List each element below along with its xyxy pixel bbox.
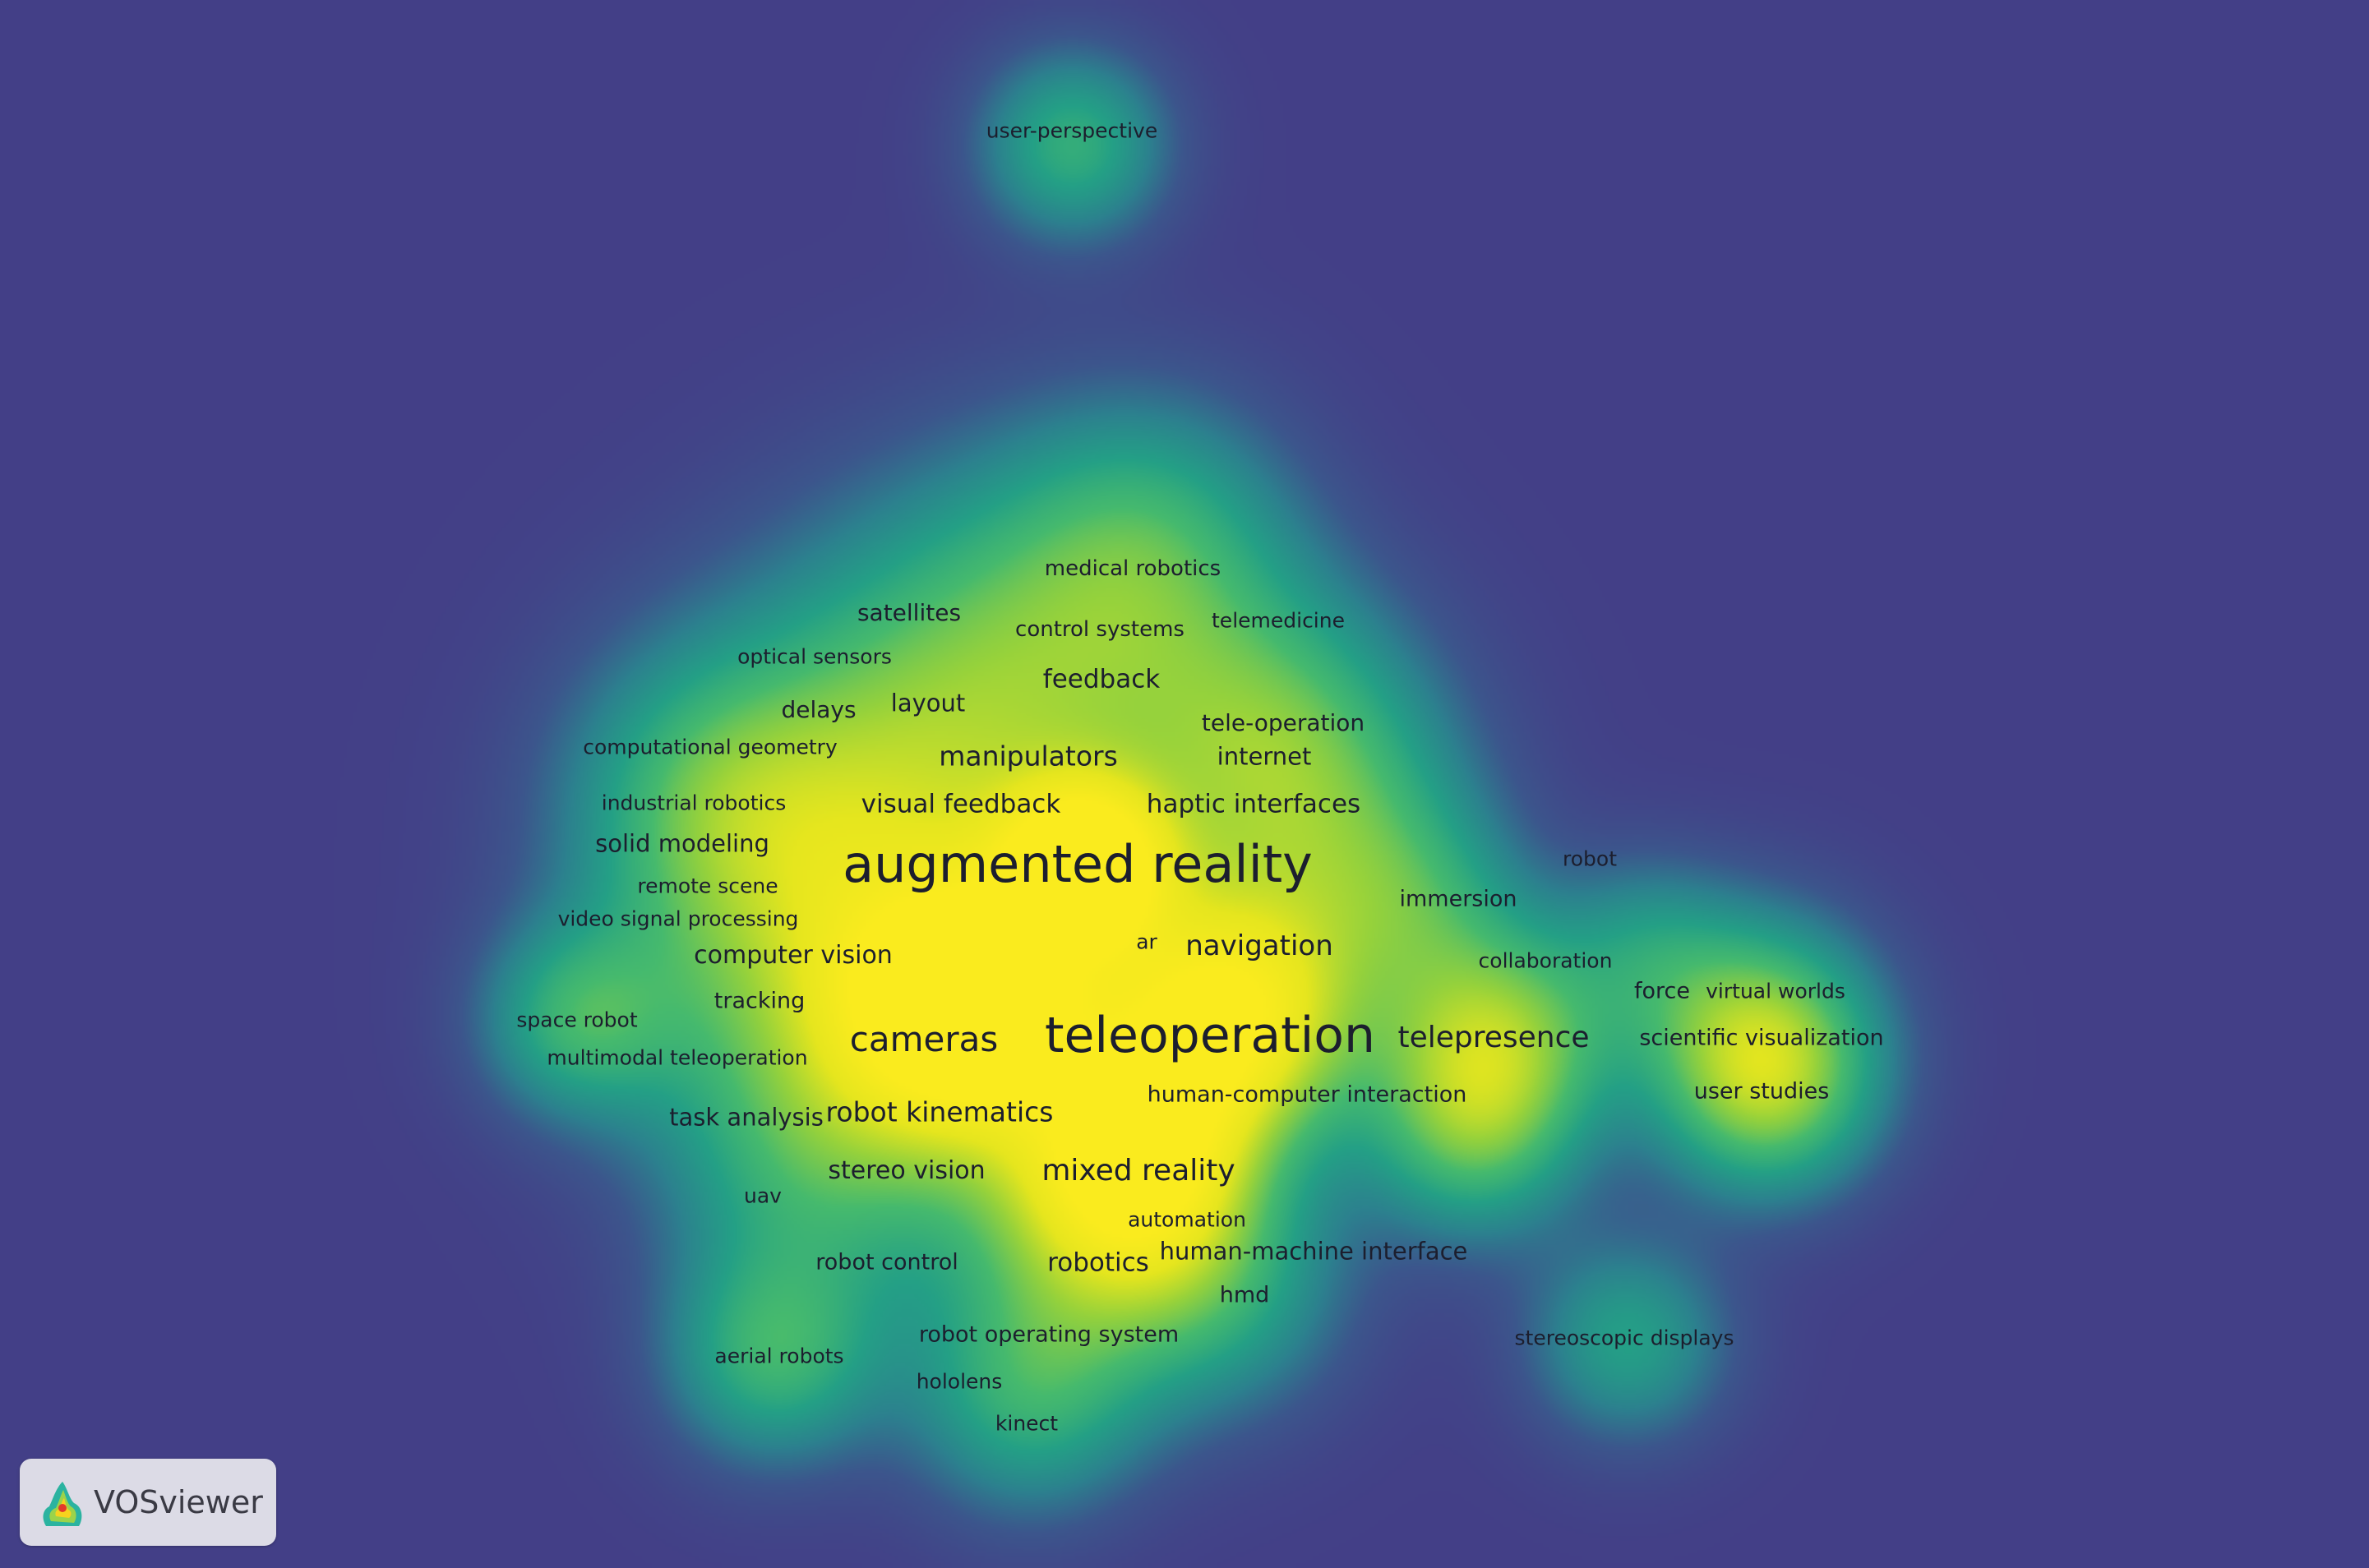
term-solid-modeling[interactable]: solid modeling xyxy=(595,829,769,858)
term-robot-operating-system[interactable]: robot operating system xyxy=(918,1321,1180,1348)
term-delays[interactable]: delays xyxy=(781,696,857,723)
term-haptic-interfaces[interactable]: haptic interfaces xyxy=(1146,789,1361,819)
term-medical-robotics[interactable]: medical robotics xyxy=(1044,556,1221,581)
term-manipulators[interactable]: manipulators xyxy=(939,740,1118,772)
term-satellites[interactable]: satellites xyxy=(857,599,962,626)
term-computational-geometry[interactable]: computational geometry xyxy=(583,735,838,759)
term-robotics[interactable]: robotics xyxy=(1047,1247,1149,1278)
term-telemedicine[interactable]: telemedicine xyxy=(1212,608,1345,633)
term-feedback[interactable]: feedback xyxy=(1042,664,1161,694)
term-user-perspective[interactable]: user-perspective xyxy=(986,118,1158,143)
vosviewer-logo-icon xyxy=(43,1482,82,1526)
term-computer-vision[interactable]: computer vision xyxy=(694,941,893,970)
term-layout[interactable]: layout xyxy=(890,689,966,717)
term-tracking[interactable]: tracking xyxy=(713,988,806,1014)
term-multimodal-teleoperation[interactable]: multimodal teleoperation xyxy=(547,1045,808,1070)
term-kinect[interactable]: kinect xyxy=(995,1411,1059,1436)
term-internet[interactable]: internet xyxy=(1217,742,1312,771)
term-automation[interactable]: automation xyxy=(1128,1207,1246,1232)
term-ar[interactable]: ar xyxy=(1136,929,1157,954)
term-augmented-reality[interactable]: augmented reality xyxy=(843,834,1313,894)
term-optical-sensors[interactable]: optical sensors xyxy=(737,644,892,669)
term-stereo-vision[interactable]: stereo vision xyxy=(828,1156,986,1185)
term-task-analysis[interactable]: task analysis xyxy=(669,1103,824,1132)
term-teleoperation[interactable]: teleoperation xyxy=(1044,1007,1376,1064)
term-collaboration[interactable]: collaboration xyxy=(1478,948,1613,973)
vosviewer-logo-text: VOSviewer xyxy=(94,1484,263,1520)
term-scientific-visualization[interactable]: scientific visualization xyxy=(1639,1025,1884,1051)
term-control-systems[interactable]: control systems xyxy=(1015,617,1184,642)
term-force[interactable]: force xyxy=(1634,978,1690,1004)
term-stereoscopic-displays[interactable]: stereoscopic displays xyxy=(1514,1326,1734,1350)
vosviewer-logo[interactable]: VOSviewer xyxy=(20,1459,276,1546)
term-mixed-reality[interactable]: mixed reality xyxy=(1041,1154,1235,1188)
term-robot-control[interactable]: robot control xyxy=(815,1249,958,1275)
term-visual-feedback[interactable]: visual feedback xyxy=(861,789,1061,819)
term-hmd[interactable]: hmd xyxy=(1219,1282,1270,1308)
term-human-machine-interface[interactable]: human-machine interface xyxy=(1159,1237,1468,1266)
term-video-signal-processing[interactable]: video signal processing xyxy=(557,906,799,931)
term-virtual-worlds[interactable]: virtual worlds xyxy=(1706,979,1845,1003)
term-aerial-robots[interactable]: aerial robots xyxy=(714,1344,844,1368)
term-uav[interactable]: uav xyxy=(744,1183,782,1208)
term-industrial-robotics[interactable]: industrial robotics xyxy=(601,791,787,815)
term-human-computer-interaction[interactable]: human-computer interaction xyxy=(1147,1081,1467,1108)
term-robot[interactable]: robot xyxy=(1563,846,1617,871)
term-robot-kinematics[interactable]: robot kinematics xyxy=(825,1095,1054,1128)
term-space-robot[interactable]: space robot xyxy=(516,1008,638,1032)
term-hololens[interactable]: hololens xyxy=(916,1369,1003,1394)
term-telepresence[interactable]: telepresence xyxy=(1397,1021,1590,1054)
term-navigation[interactable]: navigation xyxy=(1185,929,1333,962)
term-user-studies[interactable]: user studies xyxy=(1693,1078,1830,1105)
term-immersion[interactable]: immersion xyxy=(1399,886,1517,912)
term-remote-scene[interactable]: remote scene xyxy=(637,874,778,898)
term-cameras[interactable]: cameras xyxy=(849,1019,999,1059)
term-tele-operation[interactable]: tele-operation xyxy=(1201,709,1365,736)
